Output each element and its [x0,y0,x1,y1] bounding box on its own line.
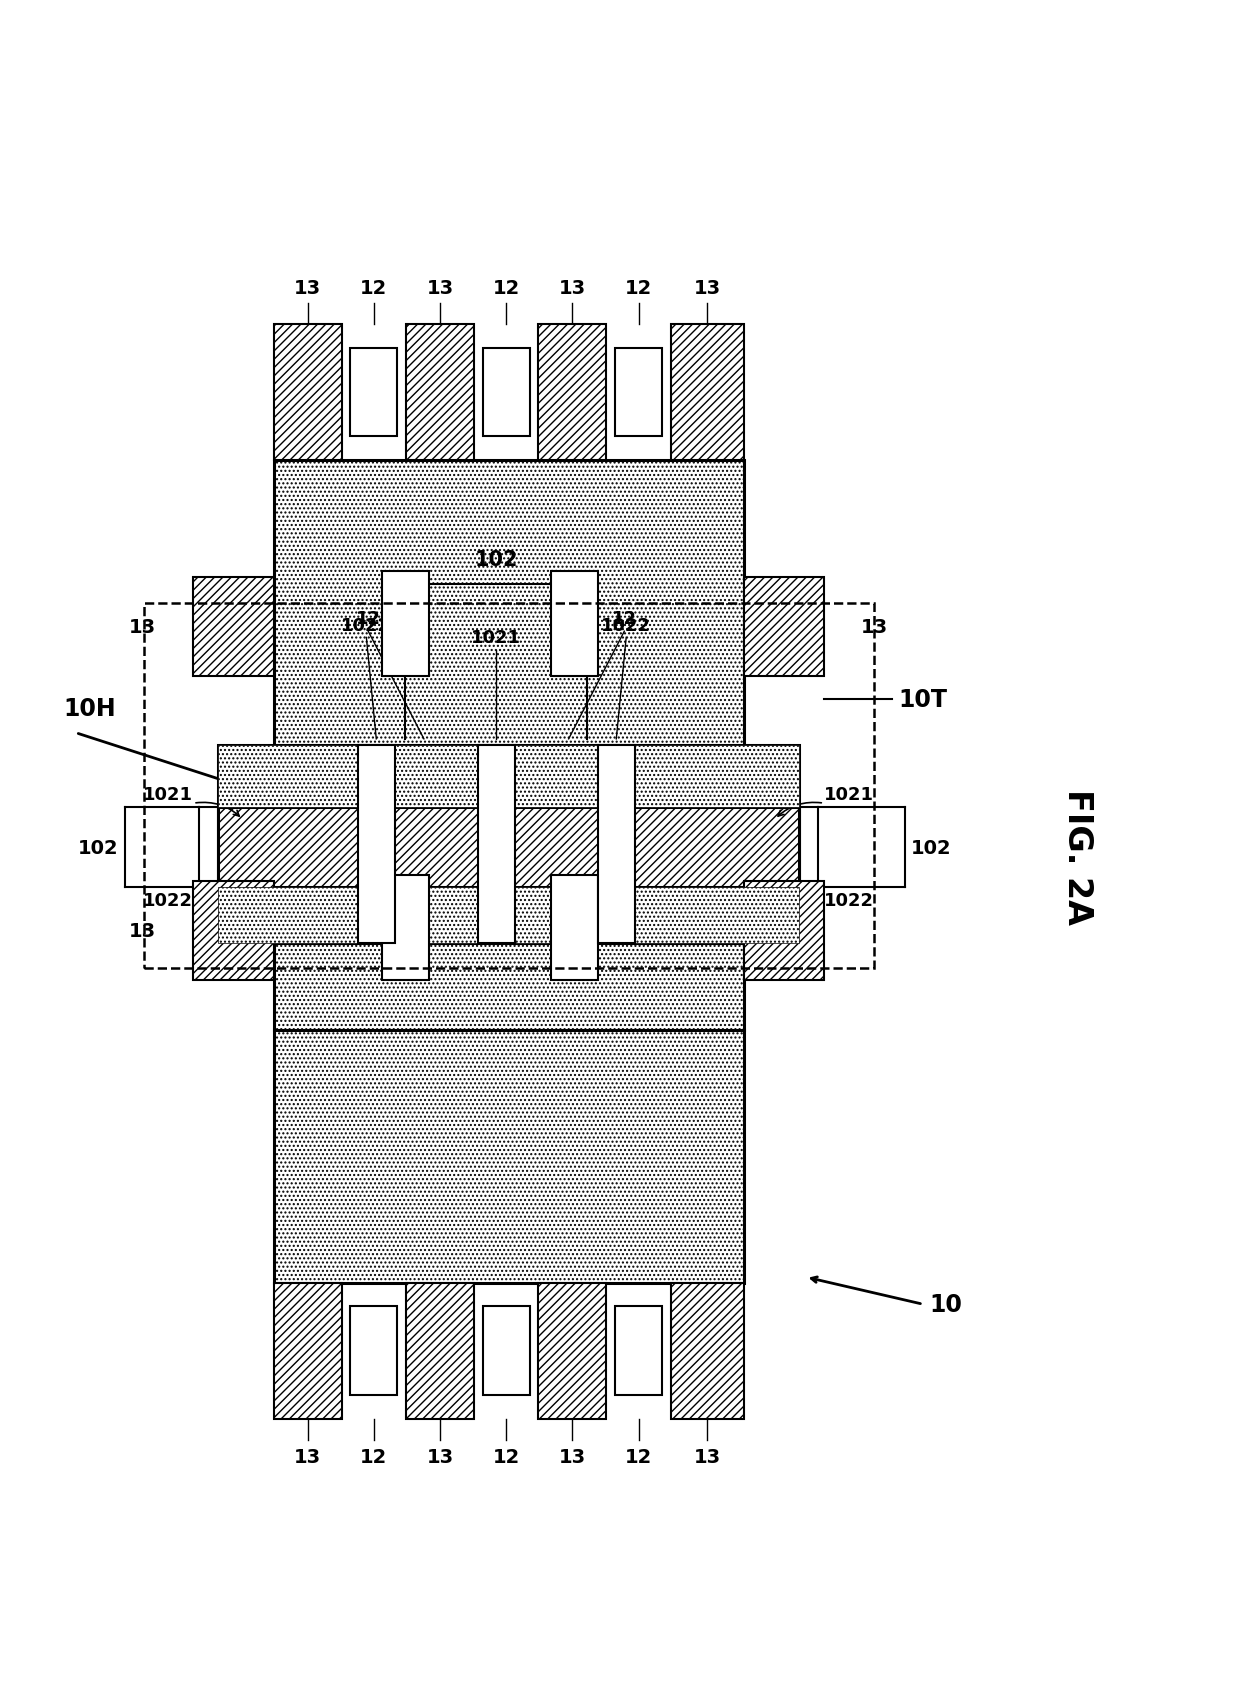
Bar [382,875,429,981]
Bar [615,348,662,437]
Text: 13: 13 [559,1447,587,1466]
Bar [394,745,477,807]
Text: 13: 13 [294,1447,321,1466]
Bar [598,745,635,944]
Bar [274,1284,342,1419]
Text: 102: 102 [910,838,951,856]
Text: 13: 13 [559,279,587,297]
Text: 13: 13 [129,618,156,637]
Text: 12: 12 [625,1447,652,1466]
Bar [274,326,342,461]
Bar [193,882,274,981]
Text: 13: 13 [427,279,454,297]
Bar [218,888,357,944]
Text: 1022: 1022 [825,892,874,909]
Bar [671,326,744,461]
Text: 102: 102 [78,838,119,856]
Bar [350,1307,397,1395]
Text: 1021: 1021 [825,785,874,804]
Bar [477,745,515,944]
Bar [274,461,744,745]
Text: 12: 12 [360,279,387,297]
Bar [218,745,800,944]
Bar [635,745,800,807]
Bar [144,603,874,968]
Text: 10H: 10H [63,698,115,721]
Text: 1021: 1021 [143,785,193,804]
Bar [218,745,357,807]
Text: 13: 13 [693,279,720,297]
Bar [274,944,744,1030]
Bar [744,882,825,981]
Text: 1022: 1022 [601,616,651,635]
Text: 13: 13 [129,922,156,941]
Text: 10: 10 [929,1292,962,1316]
Bar [635,888,800,944]
Bar [357,745,394,944]
Text: 1021: 1021 [471,628,521,647]
Bar [382,571,429,676]
Bar [350,348,397,437]
Bar [538,326,606,461]
Bar [405,1284,474,1419]
Text: 10T: 10T [898,687,947,711]
Text: 12: 12 [360,1447,387,1466]
Bar [218,807,800,888]
Bar [538,1284,606,1419]
Text: 12: 12 [356,610,381,628]
Text: 13: 13 [427,1447,454,1466]
Bar [274,1030,744,1284]
Text: 12: 12 [611,610,637,628]
Bar [394,888,477,944]
Text: 12: 12 [492,1447,520,1466]
Bar [615,1307,662,1395]
Text: 102: 102 [475,551,518,569]
Bar [482,1307,529,1395]
Bar [405,326,474,461]
Bar [193,578,274,676]
Bar [551,875,598,981]
Text: 1022: 1022 [341,616,392,635]
Text: 12: 12 [492,279,520,297]
Bar [515,745,598,807]
Bar [551,571,598,676]
Text: 13: 13 [693,1447,720,1466]
Bar [482,348,529,437]
Bar [671,1284,744,1419]
Text: 13: 13 [862,618,888,637]
Text: FIG. 2A: FIG. 2A [1061,789,1094,926]
Bar [515,888,598,944]
Text: 13: 13 [294,279,321,297]
Bar [744,578,825,676]
Text: 12: 12 [625,279,652,297]
Text: 1022: 1022 [143,892,193,909]
